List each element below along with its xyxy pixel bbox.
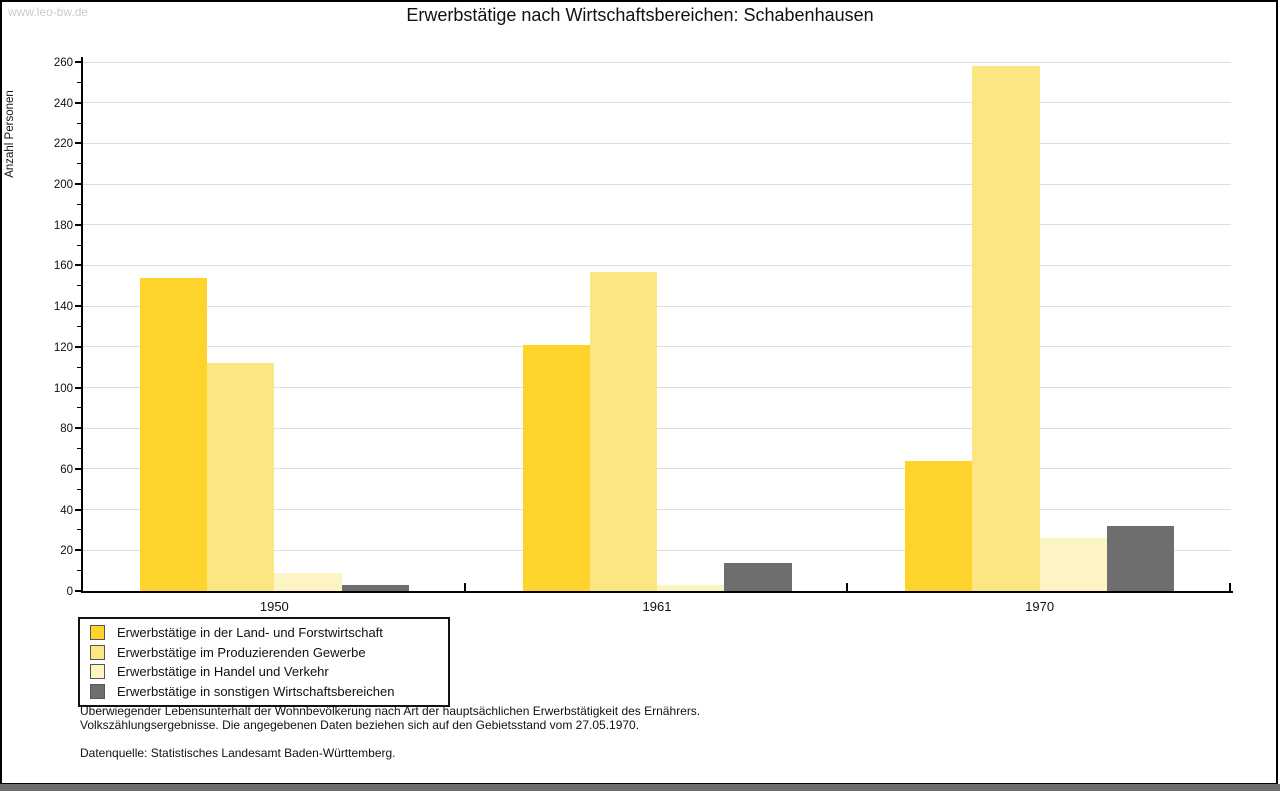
- y-major-tick: [75, 549, 82, 552]
- legend-swatch-produzierendes-gewerbe: [90, 644, 105, 660]
- y-tick-label: 180: [53, 219, 73, 232]
- legend-label: Erwerbstätige in der Land- und Forstwirt…: [117, 625, 383, 641]
- y-major-tick: [75, 264, 82, 267]
- legend-swatch-land-forstwirtschaft: [90, 625, 105, 641]
- x-boundary-tick: [463, 583, 466, 591]
- legend-label: Erwerbstätige im Produzierenden Gewerbe: [117, 644, 366, 660]
- gridline: [83, 305, 1231, 307]
- legend-box: Erwerbstätige in der Land- und Forstwirt…: [78, 617, 450, 707]
- x-category-label: 1961: [642, 599, 672, 614]
- chart-title: Erwerbstätige nach Wirtschaftsbereichen:…: [406, 5, 874, 25]
- legend-item: Erwerbstätige im Produzierenden Gewerbe: [80, 643, 448, 663]
- x-boundary-tick: [1229, 583, 1231, 591]
- gridline: [83, 142, 1231, 144]
- y-tick-label: 260: [53, 57, 73, 69]
- y-minor-tick: [77, 285, 82, 287]
- y-minor-tick: [77, 81, 82, 83]
- bar-1970-series4: [1106, 525, 1175, 591]
- gridline: [83, 387, 1231, 389]
- legend-item: Erwerbstätige in der Land- und Forstwirt…: [80, 623, 448, 643]
- y-major-tick: [75, 101, 82, 104]
- gridline: [83, 264, 1231, 266]
- legend-label: Erwerbstätige in Handel und Verkehr: [117, 664, 329, 680]
- y-major-tick: [75, 183, 82, 186]
- y-tick-label: 120: [53, 341, 73, 354]
- y-minor-tick: [77, 326, 82, 327]
- y-tick-label: 220: [53, 138, 73, 151]
- y-minor-tick: [77, 488, 82, 490]
- y-tick-label: 200: [53, 179, 73, 192]
- y-major-tick: [75, 386, 82, 389]
- y-axis-title: Anzahl Personen: [4, 90, 16, 178]
- y-major-tick: [75, 508, 82, 511]
- plot-area: 0 20 40 60 80 100 120 140 160 180 200 220 240 260 1950…: [54, 57, 1233, 614]
- y-minor-tick: [77, 366, 82, 368]
- y-major-tick: [75, 590, 82, 592]
- bar-1970-series3: [1039, 538, 1107, 591]
- bar-1961-series2: [589, 271, 657, 591]
- bar-1950-series4: [341, 584, 409, 591]
- gridline: [83, 183, 1231, 185]
- y-tick-label: 100: [53, 382, 73, 395]
- y-tick-label: 60: [60, 463, 73, 476]
- bar-1961-series4: [724, 562, 792, 591]
- y-axis-line: [81, 57, 83, 593]
- footer-note-line2: Volkszählungsergebnisse. Die angegebenen…: [80, 718, 640, 732]
- y-tick-label: 40: [60, 504, 73, 517]
- y-tick-label: 20: [60, 545, 73, 558]
- bar-1961-series1: [522, 344, 590, 591]
- gridline: [83, 61, 1231, 63]
- y-minor-tick: [77, 163, 82, 165]
- bar-1950-series2: [207, 363, 275, 591]
- y-minor-tick: [77, 570, 82, 572]
- y-major-tick: [75, 467, 82, 470]
- y-minor-tick: [77, 244, 82, 246]
- footer-note-line1: Überwiegender Lebensunterhalt der Wohnbe…: [80, 704, 701, 718]
- y-tick-label: 160: [53, 260, 73, 273]
- legend-swatch-sonstige: [90, 683, 105, 699]
- bar-1970-series1: [905, 460, 973, 591]
- bar-1961-series3: [657, 584, 725, 591]
- x-axis-line: [81, 591, 1233, 593]
- y-major-tick: [75, 345, 82, 348]
- gridline: [83, 468, 1231, 470]
- y-major-tick: [75, 223, 82, 226]
- y-major-tick: [75, 61, 82, 63]
- y-minor-tick: [77, 529, 82, 531]
- gridline: [83, 427, 1231, 429]
- gridline: [83, 102, 1231, 104]
- y-tick-label: 0: [66, 586, 73, 598]
- legend-item: Erwerbstätige in Handel und Verkehr: [80, 662, 448, 682]
- legend-item: Erwerbstätige in sonstigen Wirtschaftsbe…: [80, 682, 448, 702]
- y-tick-label: 240: [53, 97, 73, 110]
- bottom-gray-strip: [0, 784, 1280, 791]
- y-minor-tick: [77, 203, 82, 205]
- bar-1970-series2: [972, 66, 1040, 591]
- legend-label: Erwerbstätige in sonstigen Wirtschaftsbe…: [117, 683, 395, 699]
- y-major-tick: [75, 142, 82, 145]
- watermark: www.leo-bw.de: [8, 5, 89, 19]
- bar-1950-series1: [139, 277, 208, 591]
- y-minor-tick: [77, 448, 82, 450]
- x-category-label: 1950: [259, 599, 289, 614]
- gridline: [83, 509, 1231, 511]
- y-major-tick: [75, 427, 82, 430]
- y-tick-label: 80: [60, 423, 73, 436]
- gridline: [83, 549, 1231, 551]
- y-tick-label: 140: [53, 301, 73, 314]
- gridline: [83, 346, 1231, 348]
- footer-notes: Überwiegender Lebensunterhalt der Wohnbe…: [80, 704, 700, 760]
- legend-swatch-handel-verkehr: [90, 664, 105, 680]
- x-boundary-tick: [846, 583, 849, 591]
- bar-1950-series3: [274, 572, 342, 591]
- y-minor-tick: [77, 122, 82, 124]
- x-category-label: 1970: [1025, 599, 1055, 614]
- y-major-tick: [75, 305, 82, 308]
- y-minor-tick: [77, 407, 82, 409]
- gridline: [83, 224, 1231, 226]
- data-source-note: Datenquelle: Statistisches Landesamt Bad…: [80, 746, 396, 760]
